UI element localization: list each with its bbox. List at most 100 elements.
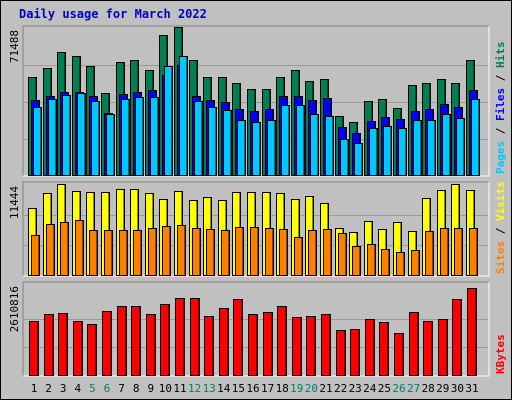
x-tick-label-day-13: 13 (203, 382, 216, 395)
bar-pages-day-27 (413, 120, 422, 176)
bar-pages-day-18 (281, 105, 290, 176)
x-tick-label-day-8: 8 (133, 382, 140, 395)
panel-edge-dark (22, 25, 489, 176)
bar-sites-day-9 (148, 228, 157, 276)
bar-pages-day-9 (150, 97, 159, 176)
legend-hits: Hits (494, 42, 507, 69)
bar-pages-day-19 (296, 105, 305, 176)
legend: KBytes (494, 334, 507, 374)
legend-separator: / (494, 68, 507, 88)
legend: Pages / Files / Hits (494, 42, 507, 175)
x-tick-label-day-22: 22 (334, 382, 347, 395)
x-tick-label-day-11: 11 (173, 382, 186, 395)
bar-kbytes-day-30 (452, 299, 462, 376)
bar-sites-day-13 (206, 229, 215, 276)
x-tick-label-day-25: 25 (378, 382, 391, 395)
panel-hits-files-pages: 71488 Pages / Files / Hits (8, 25, 507, 177)
bar-pages-day-17 (267, 120, 276, 176)
x-tick-label-day-28: 28 (422, 382, 435, 395)
bar-pages-day-4 (77, 93, 86, 176)
x-tick-label-day-7: 7 (118, 382, 125, 395)
x-tick-label-day-6: 6 (104, 382, 111, 395)
x-tick-label-day-9: 9 (147, 382, 154, 395)
bar-kbytes-day-25 (379, 322, 389, 376)
bar-pages-day-6 (106, 114, 115, 176)
bar-pages-day-21 (325, 116, 334, 176)
bar-pages-day-10 (164, 66, 173, 176)
x-tick-label-day-4: 4 (74, 382, 81, 395)
bar-kbytes-day-23 (350, 329, 360, 376)
bar-pages-day-23 (354, 143, 363, 176)
bar-kbytes-day-4 (73, 321, 83, 376)
x-tick-label-day-30: 30 (451, 382, 464, 395)
bar-kbytes-day-20 (306, 316, 316, 376)
legend-separator: / (494, 221, 507, 241)
bar-kbytes-day-7 (117, 306, 127, 376)
bar-sites-day-19 (294, 237, 303, 276)
bar-kbytes-day-11 (175, 298, 185, 376)
panel-visits-sites: 11444 Sites / Visits (8, 181, 507, 277)
bar-pages-day-1 (33, 107, 42, 176)
bar-pages-day-31 (471, 99, 480, 176)
x-tick-label-day-15: 15 (232, 382, 245, 395)
bar-sites-day-29 (440, 228, 449, 276)
bar-sites-day-3 (60, 222, 69, 276)
bar-sites-day-6 (104, 230, 113, 276)
x-tick-label-day-19: 19 (290, 382, 303, 395)
x-tick-label-day-24: 24 (363, 382, 377, 395)
bar-kbytes-day-27 (409, 312, 419, 376)
bar-kbytes-day-22 (336, 330, 346, 376)
bar-pages-day-29 (442, 114, 451, 176)
bar-kbytes-day-21 (321, 314, 331, 376)
bar-pages-day-14 (223, 110, 232, 176)
x-tick-label-day-31: 31 (465, 382, 478, 395)
bar-pages-day-20 (310, 114, 319, 176)
legend-files: Files (494, 88, 507, 121)
bar-pages-day-26 (398, 128, 407, 176)
x-tick-label-day-26: 26 (392, 382, 405, 395)
bar-kbytes-day-29 (438, 319, 448, 376)
bar-pages-day-30 (456, 118, 465, 176)
bar-kbytes-day-12 (190, 298, 200, 376)
panel-edge-dark (22, 281, 489, 376)
bar-kbytes-day-13 (204, 316, 214, 376)
x-tick-label-day-2: 2 (45, 382, 52, 395)
bar-pages-day-3 (62, 95, 71, 176)
panel-edge-dark (22, 181, 489, 276)
bar-kbytes-day-1 (29, 321, 39, 376)
legend-separator: / (494, 121, 507, 141)
bar-sites-day-27 (411, 250, 420, 276)
bar-pages-day-24 (369, 128, 378, 176)
bar-pages-day-11 (179, 56, 188, 176)
bar-kbytes-day-26 (394, 333, 404, 376)
bar-sites-day-12 (192, 228, 201, 276)
bar-kbytes-day-28 (423, 321, 433, 376)
y-axis-max-label: 11444 (8, 186, 21, 219)
bar-pages-day-5 (91, 101, 100, 176)
bar-sites-day-17 (265, 228, 274, 276)
x-tick-label-day-29: 29 (436, 382, 449, 395)
bar-kbytes-day-18 (277, 306, 287, 376)
bar-sites-day-22 (338, 233, 347, 276)
bar-kbytes-day-31 (467, 288, 477, 376)
bar-kbytes-day-14 (219, 308, 229, 376)
bar-sites-day-5 (89, 230, 98, 276)
legend-pages: Pages (494, 141, 507, 174)
bar-sites-day-25 (381, 249, 390, 276)
bar-kbytes-day-16 (248, 314, 258, 376)
x-tick-label-day-18: 18 (276, 382, 289, 395)
bar-pages-day-16 (252, 122, 261, 176)
x-tick-label-day-14: 14 (217, 382, 231, 395)
bar-sites-day-18 (279, 229, 288, 276)
x-tick-label-day-21: 21 (319, 382, 332, 395)
bar-kbytes-day-10 (160, 304, 170, 376)
bar-sites-day-11 (177, 225, 186, 276)
bar-sites-day-21 (323, 229, 332, 276)
bar-kbytes-day-24 (365, 319, 375, 376)
bar-sites-day-4 (75, 220, 84, 276)
x-tick-label-day-20: 20 (305, 382, 318, 395)
bar-pages-day-7 (121, 99, 130, 176)
bar-sites-day-31 (469, 228, 478, 276)
bar-pages-day-13 (208, 107, 217, 176)
bar-kbytes-day-5 (87, 324, 97, 376)
